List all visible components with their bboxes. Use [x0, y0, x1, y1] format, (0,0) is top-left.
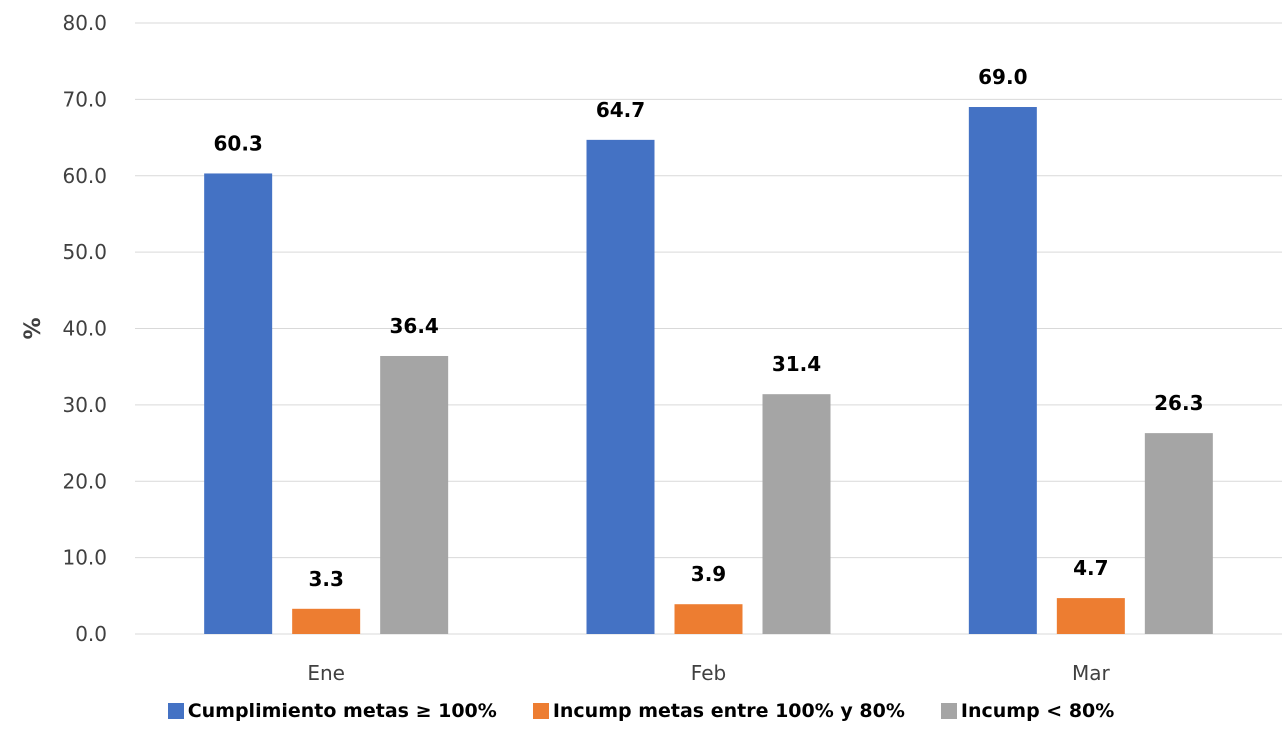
legend-item: Incump < 80%	[940, 700, 1115, 722]
data-labels: 60.3 3.3 36.4 64.7 3.9 31.4 69.0 4.7 26.3	[213, 65, 1203, 591]
legend-swatch	[167, 703, 184, 719]
data-label: 26.3	[1154, 391, 1203, 415]
bar	[674, 604, 743, 634]
y-tick-label: 20.0	[62, 469, 107, 493]
y-tick-label: 80.0	[62, 11, 107, 35]
bar	[1056, 598, 1125, 634]
bar	[292, 608, 361, 634]
bar	[1144, 433, 1213, 634]
legend-item: Cumplimiento metas ≥ 100%	[167, 700, 497, 722]
legend: Cumplimiento metas ≥ 100% Incump metas en…	[0, 700, 1282, 722]
legend-swatch	[940, 703, 957, 719]
legend-swatch	[532, 703, 549, 719]
y-tick-label: 60.0	[62, 164, 107, 188]
data-label: 60.3	[213, 131, 262, 155]
y-tick-label: 50.0	[62, 240, 107, 264]
bar	[968, 107, 1037, 634]
data-label: 64.7	[596, 98, 645, 122]
x-axis-categories: Ene Feb Mar	[307, 661, 1110, 685]
legend-item: Incump metas entre 100% y 80%	[532, 700, 905, 722]
y-tick-label: 0.0	[75, 622, 107, 646]
bars	[204, 107, 1213, 635]
bar	[380, 355, 449, 634]
x-category-label: Mar	[1072, 661, 1111, 685]
bar	[762, 394, 831, 634]
x-category-label: Ene	[307, 661, 345, 685]
bar	[586, 139, 655, 634]
y-axis-ticks: 0.0 10.0 20.0 30.0 40.0 50.0 60.0 70.0 80.0	[62, 11, 107, 646]
y-tick-label: 70.0	[62, 87, 107, 111]
y-tick-label: 10.0	[62, 546, 107, 570]
y-axis-title: %	[21, 317, 46, 339]
legend-label: Incump < 80%	[960, 700, 1115, 722]
y-tick-label: 30.0	[62, 393, 107, 417]
bar-chart-svg: 0.0 10.0 20.0 30.0 40.0 50.0 60.0 70.0 80.0 % 60…	[21, 11, 1282, 685]
gridlines	[135, 22, 1282, 635]
x-category-label: Feb	[691, 661, 726, 685]
legend-label: Cumplimiento metas ≥ 100%	[187, 700, 497, 722]
data-label: 3.3	[308, 567, 343, 591]
data-label: 4.7	[1073, 556, 1108, 580]
data-label: 31.4	[772, 352, 821, 376]
legend-label: Incump metas entre 100% y 80%	[552, 700, 905, 722]
bar	[204, 173, 273, 635]
data-label: 36.4	[389, 314, 438, 338]
data-label: 3.9	[691, 562, 726, 586]
y-tick-label: 40.0	[62, 317, 107, 341]
data-label: 69.0	[978, 65, 1027, 89]
